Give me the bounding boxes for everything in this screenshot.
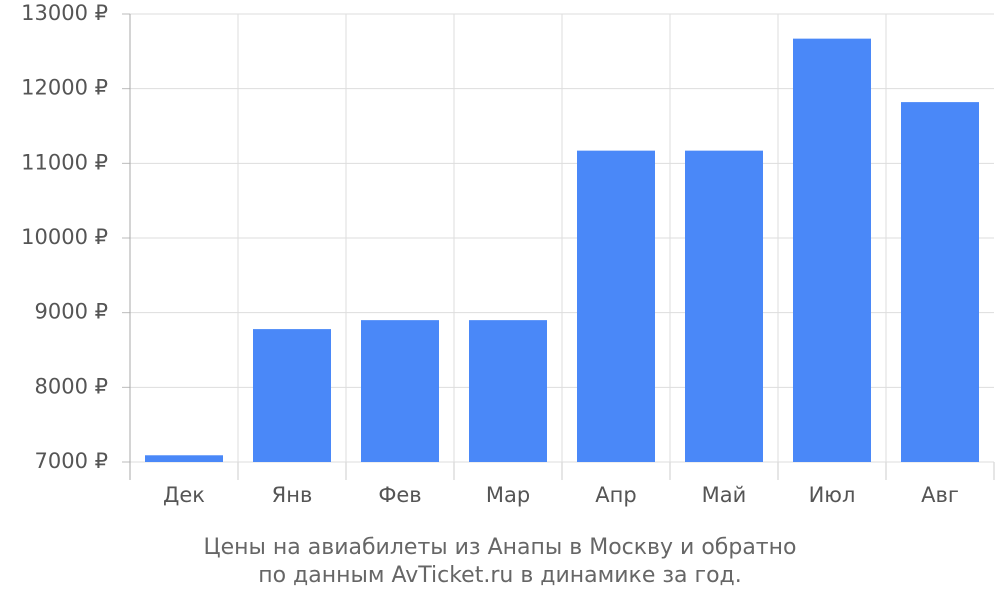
bar <box>253 329 331 462</box>
bar <box>145 455 223 462</box>
y-tick-label: 13000 ₽ <box>21 1 108 25</box>
x-tick-label: Фев <box>378 483 421 507</box>
bar <box>793 38 871 462</box>
x-tick-label: Дек <box>163 483 205 507</box>
y-tick-label: 10000 ₽ <box>21 225 108 249</box>
y-tick-label: 9000 ₽ <box>35 300 108 324</box>
x-tick-label: Авг <box>921 483 959 507</box>
x-tick-label: Май <box>702 483 747 507</box>
chart-subtitle: по данным AvTicket.ru в динамике за год. <box>258 563 742 588</box>
y-tick-label: 7000 ₽ <box>35 449 108 473</box>
y-tick-label: 11000 ₽ <box>21 150 108 174</box>
bar <box>577 150 655 462</box>
bar <box>901 102 979 463</box>
bar <box>469 320 547 462</box>
x-tick-label: Июл <box>809 483 856 507</box>
y-tick-label: 12000 ₽ <box>21 76 108 100</box>
x-tick-label: Мар <box>486 483 530 507</box>
chart-title: Цены на авиабилеты из Анапы в Москву и о… <box>204 535 797 560</box>
x-tick-label: Янв <box>272 483 313 507</box>
x-tick-label: Апр <box>595 483 636 507</box>
bar <box>685 150 763 462</box>
y-tick-label: 8000 ₽ <box>35 374 108 398</box>
bar <box>361 320 439 462</box>
